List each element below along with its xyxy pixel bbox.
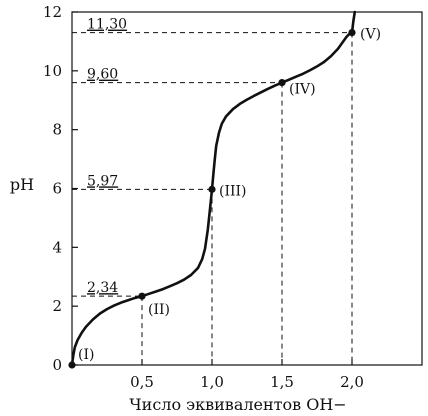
y-tick-label: 2	[52, 297, 62, 315]
data-point	[138, 292, 146, 300]
annotation-value-label: 5,97	[87, 173, 118, 189]
x-tick-label: 0,5	[130, 373, 154, 391]
point-label: (III)	[219, 183, 247, 199]
data-point	[348, 28, 356, 37]
plot-border	[71, 11, 423, 366]
y-tick-label: 10	[43, 62, 62, 80]
x-tick-label: 1,5	[270, 373, 294, 391]
plot-frame	[71, 11, 423, 366]
point-label: (V)	[360, 27, 381, 43]
annotation-value-label: 9,60	[87, 67, 118, 83]
point-label: (IV)	[289, 82, 316, 98]
y-tick-label: 0	[52, 356, 62, 374]
y-axis-title: pH	[10, 175, 34, 194]
guide-lines	[72, 32, 353, 365]
x-axis-title: Число эквивалентов OH−	[129, 395, 346, 414]
annotation-labels: 2,34 5,97 9,60 11,30 (I) (II) (III) (IV) (V)	[78, 17, 381, 363]
data-point	[208, 185, 216, 193]
titration-curve-layer	[70, 10, 357, 367]
axis-ticks: 0 2 4 6 8 10 12 0,5 1,0 1,5 2,0	[43, 3, 364, 391]
annotation-value-label: 2,34	[87, 280, 118, 296]
titration-curve	[70, 10, 357, 367]
y-tick-label: 12	[43, 3, 62, 21]
data-point	[278, 79, 286, 87]
point-label: (II)	[148, 302, 170, 318]
y-tick-label: 8	[52, 121, 62, 139]
x-tick-label: 2,0	[340, 373, 364, 391]
point-label: (I)	[78, 347, 94, 363]
annotation-value-label: 11,30	[87, 17, 127, 33]
y-tick-label: 4	[52, 238, 62, 256]
y-tick-label: 6	[52, 180, 62, 198]
x-tick-label: 1,0	[200, 373, 224, 391]
